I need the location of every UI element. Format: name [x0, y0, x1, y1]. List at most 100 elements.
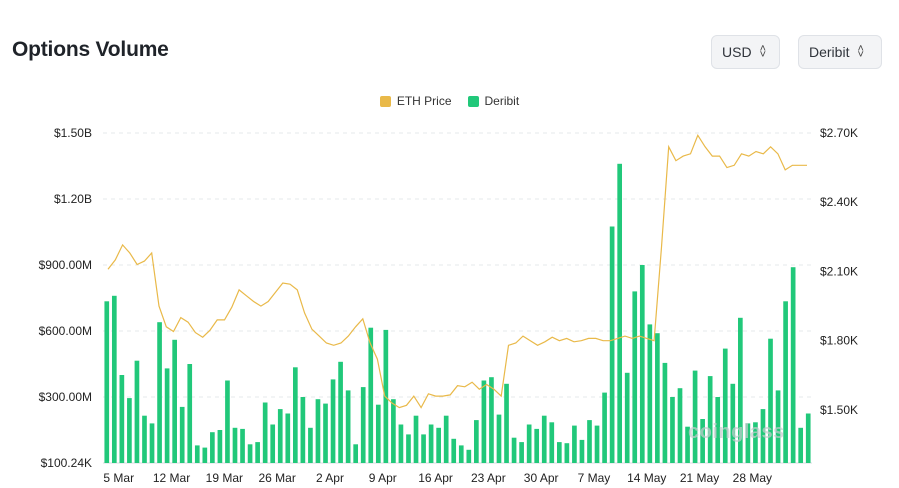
- volume-bar: [692, 370, 698, 463]
- volume-bar: [451, 438, 457, 463]
- x-tick-label: 9 Apr: [369, 471, 397, 485]
- volume-bar: [496, 414, 502, 463]
- sort-chevron-icon: ˄ ˅: [857, 43, 864, 61]
- volume-bar: [745, 423, 751, 463]
- volume-bar: [368, 327, 374, 463]
- volume-bar: [323, 403, 328, 463]
- volume-bar: [624, 372, 630, 463]
- volume-bar: [194, 445, 200, 463]
- volume-bar: [662, 362, 668, 463]
- x-tick-label: 2 Apr: [316, 471, 344, 485]
- volume-bar: [255, 442, 260, 463]
- legend-label: ETH Price: [396, 94, 452, 108]
- volume-bar: [270, 424, 276, 463]
- volume-bar: [458, 445, 464, 463]
- volume-bar: [639, 265, 645, 463]
- volume-bar: [617, 163, 623, 464]
- volume-bar: [534, 428, 540, 463]
- y-right-tick-label: $2.40K: [820, 195, 858, 209]
- volume-bar: [428, 424, 434, 463]
- page-title: Options Volume: [12, 38, 169, 61]
- volume-bar: [481, 380, 487, 463]
- y-right-tick-label: $2.70K: [820, 126, 858, 140]
- volume-bar: [670, 397, 675, 463]
- volume-bar: [247, 444, 253, 463]
- volume-bar: [406, 434, 411, 463]
- volume-bar: [345, 390, 351, 463]
- y-right-tick-label: $1.50K: [820, 403, 858, 417]
- volume-bar: [436, 427, 441, 463]
- volume-bar: [489, 377, 494, 463]
- legend-swatch-icon: [379, 95, 391, 107]
- volume-bar: [300, 397, 306, 463]
- volume-bar: [338, 361, 343, 463]
- volume-bar: [519, 442, 524, 463]
- volume-bar: [391, 399, 396, 463]
- volume-bar: [549, 422, 555, 463]
- x-tick-label: 19 Mar: [206, 471, 243, 485]
- volume-bar: [111, 295, 117, 463]
- volume-bar: [179, 406, 185, 463]
- x-tick-label: 5 Mar: [103, 471, 134, 485]
- volume-bar: [474, 420, 479, 463]
- volume-bar: [707, 376, 713, 463]
- volume-bar: [308, 427, 313, 463]
- exchange-select[interactable]: Deribit ˄ ˅: [798, 35, 882, 69]
- volume-bar: [202, 447, 208, 463]
- y-left-tick-label: $1.20B: [54, 192, 92, 206]
- legend-swatch-icon: [467, 95, 479, 107]
- volume-bar: [164, 368, 170, 463]
- volume-bar: [443, 415, 449, 463]
- volume-bar: [330, 379, 336, 463]
- y-left-tick-label: $300.00M: [39, 390, 92, 404]
- volume-bar: [225, 380, 230, 463]
- x-tick-label: 23 Apr: [471, 471, 506, 485]
- volume-bar: [556, 442, 562, 463]
- volume-bar: [587, 420, 592, 463]
- x-tick-label: 14 May: [627, 471, 666, 485]
- volume-bar: [466, 449, 472, 463]
- y-left-tick-label: $900.00M: [39, 258, 92, 272]
- volume-bar: [240, 428, 245, 463]
- volume-bar: [353, 444, 359, 463]
- volume-bar: [157, 322, 162, 463]
- volume-bar: [730, 383, 736, 463]
- x-tick-label: 28 May: [733, 471, 772, 485]
- x-tick-label: 26 Mar: [258, 471, 295, 485]
- volume-bar: [647, 324, 653, 463]
- volume-bar: [210, 432, 215, 463]
- volume-bar: [232, 427, 238, 463]
- volume-bar: [722, 348, 728, 463]
- volume-bar: [172, 339, 177, 463]
- y-left-tick-label: $600.00M: [39, 324, 92, 338]
- y-right-tick-label: $2.10K: [820, 264, 858, 278]
- volume-bar: [775, 390, 781, 463]
- legend-item-eth-price[interactable]: ETH Price: [379, 94, 452, 108]
- x-tick-label: 21 May: [680, 471, 719, 485]
- volume-bar: [594, 425, 600, 463]
- volume-bar: [609, 226, 615, 463]
- volume-bar: [526, 424, 532, 463]
- volume-bar: [360, 387, 366, 463]
- volume-bar: [677, 388, 683, 463]
- volume-bar: [579, 439, 585, 463]
- volume-bar: [413, 415, 419, 463]
- volume-bar: [134, 360, 140, 463]
- volume-bar: [753, 422, 758, 463]
- sort-chevron-icon: ˄ ˅: [759, 43, 766, 61]
- y-right-tick-label: $1.80K: [820, 334, 858, 348]
- volume-bar: [798, 427, 804, 463]
- volume-bar: [700, 419, 705, 463]
- exchange-select-value: Deribit: [809, 44, 850, 60]
- volume-bar: [315, 399, 321, 463]
- volume-bar: [104, 301, 110, 463]
- volume-bar: [187, 364, 193, 463]
- volume-bar: [790, 267, 796, 463]
- legend-label: Deribit: [484, 94, 520, 108]
- legend-item-deribit[interactable]: Deribit: [467, 94, 520, 108]
- volume-bar: [564, 443, 570, 463]
- volume-bar: [655, 333, 660, 463]
- y-left-tick-label: $1.50B: [54, 126, 92, 140]
- currency-select[interactable]: USD ˄ ˅: [711, 35, 780, 69]
